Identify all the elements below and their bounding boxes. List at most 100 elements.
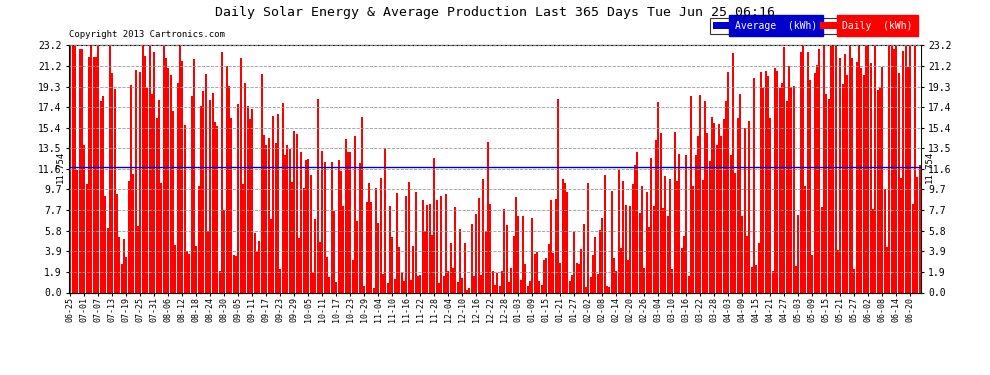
- Bar: [358, 164, 360, 292]
- Bar: [755, 265, 757, 292]
- Bar: [394, 279, 396, 292]
- Bar: [324, 162, 326, 292]
- Bar: [454, 207, 456, 292]
- Bar: [135, 70, 137, 292]
- Bar: [554, 199, 556, 292]
- Bar: [138, 226, 140, 292]
- Bar: [627, 260, 629, 292]
- Bar: [300, 152, 302, 292]
- Bar: [666, 216, 668, 292]
- Bar: [902, 51, 904, 292]
- Bar: [408, 182, 410, 292]
- Bar: [786, 101, 788, 292]
- Bar: [634, 165, 636, 292]
- Bar: [333, 211, 335, 292]
- Bar: [571, 275, 573, 292]
- Bar: [496, 273, 498, 292]
- Bar: [478, 198, 480, 292]
- Bar: [470, 224, 472, 292]
- Bar: [520, 280, 522, 292]
- Bar: [532, 218, 534, 292]
- Bar: [336, 282, 338, 292]
- Bar: [72, 46, 74, 292]
- Bar: [750, 267, 752, 292]
- Bar: [846, 75, 848, 292]
- Bar: [420, 274, 422, 292]
- Bar: [545, 258, 547, 292]
- Bar: [81, 49, 83, 292]
- Bar: [685, 155, 687, 292]
- Bar: [214, 122, 216, 292]
- Bar: [317, 99, 319, 292]
- Bar: [613, 258, 615, 292]
- Bar: [69, 43, 71, 292]
- Bar: [198, 186, 200, 292]
- Bar: [443, 276, 445, 292]
- Bar: [233, 255, 235, 292]
- Bar: [475, 214, 477, 292]
- Bar: [217, 126, 219, 292]
- Bar: [748, 121, 750, 292]
- Bar: [90, 43, 92, 292]
- Bar: [74, 43, 76, 292]
- Bar: [737, 118, 739, 292]
- Bar: [377, 223, 379, 292]
- Bar: [655, 140, 657, 292]
- Bar: [202, 92, 204, 292]
- Bar: [447, 271, 449, 292]
- Bar: [243, 184, 245, 292]
- Bar: [881, 67, 883, 292]
- Bar: [145, 56, 147, 292]
- Bar: [251, 109, 253, 292]
- Bar: [153, 53, 155, 292]
- Bar: [109, 43, 111, 292]
- Bar: [557, 99, 559, 292]
- Bar: [382, 274, 384, 292]
- Bar: [492, 272, 494, 292]
- Bar: [193, 59, 195, 292]
- Bar: [148, 43, 150, 292]
- Bar: [821, 207, 823, 292]
- Bar: [543, 260, 545, 292]
- Bar: [850, 58, 852, 292]
- Bar: [466, 290, 468, 292]
- Bar: [494, 285, 496, 292]
- Bar: [303, 188, 305, 292]
- Bar: [165, 58, 167, 292]
- Bar: [177, 82, 179, 292]
- Bar: [742, 216, 743, 292]
- Bar: [862, 75, 864, 292]
- Bar: [240, 58, 242, 292]
- Bar: [606, 286, 608, 292]
- Bar: [210, 100, 212, 292]
- Bar: [356, 222, 358, 292]
- Bar: [604, 176, 606, 292]
- Bar: [88, 57, 90, 292]
- Legend: Average  (kWh), Daily  (kWh): Average (kWh), Daily (kWh): [710, 18, 916, 33]
- Bar: [401, 273, 403, 292]
- Bar: [107, 228, 109, 292]
- Bar: [559, 263, 561, 292]
- Bar: [778, 88, 780, 292]
- Bar: [597, 274, 599, 292]
- Bar: [413, 246, 415, 292]
- Bar: [473, 276, 475, 292]
- Bar: [482, 179, 484, 292]
- Bar: [575, 263, 577, 292]
- Bar: [372, 288, 374, 292]
- Bar: [895, 44, 897, 292]
- Bar: [644, 268, 645, 292]
- Bar: [757, 243, 759, 292]
- Bar: [620, 248, 622, 292]
- Bar: [650, 158, 652, 292]
- Bar: [351, 260, 353, 292]
- Bar: [561, 178, 563, 292]
- Bar: [282, 103, 284, 292]
- Bar: [130, 85, 132, 292]
- Bar: [267, 138, 269, 292]
- Bar: [725, 102, 727, 292]
- Bar: [147, 88, 148, 292]
- Bar: [907, 67, 909, 292]
- Bar: [860, 68, 862, 292]
- Bar: [718, 124, 720, 292]
